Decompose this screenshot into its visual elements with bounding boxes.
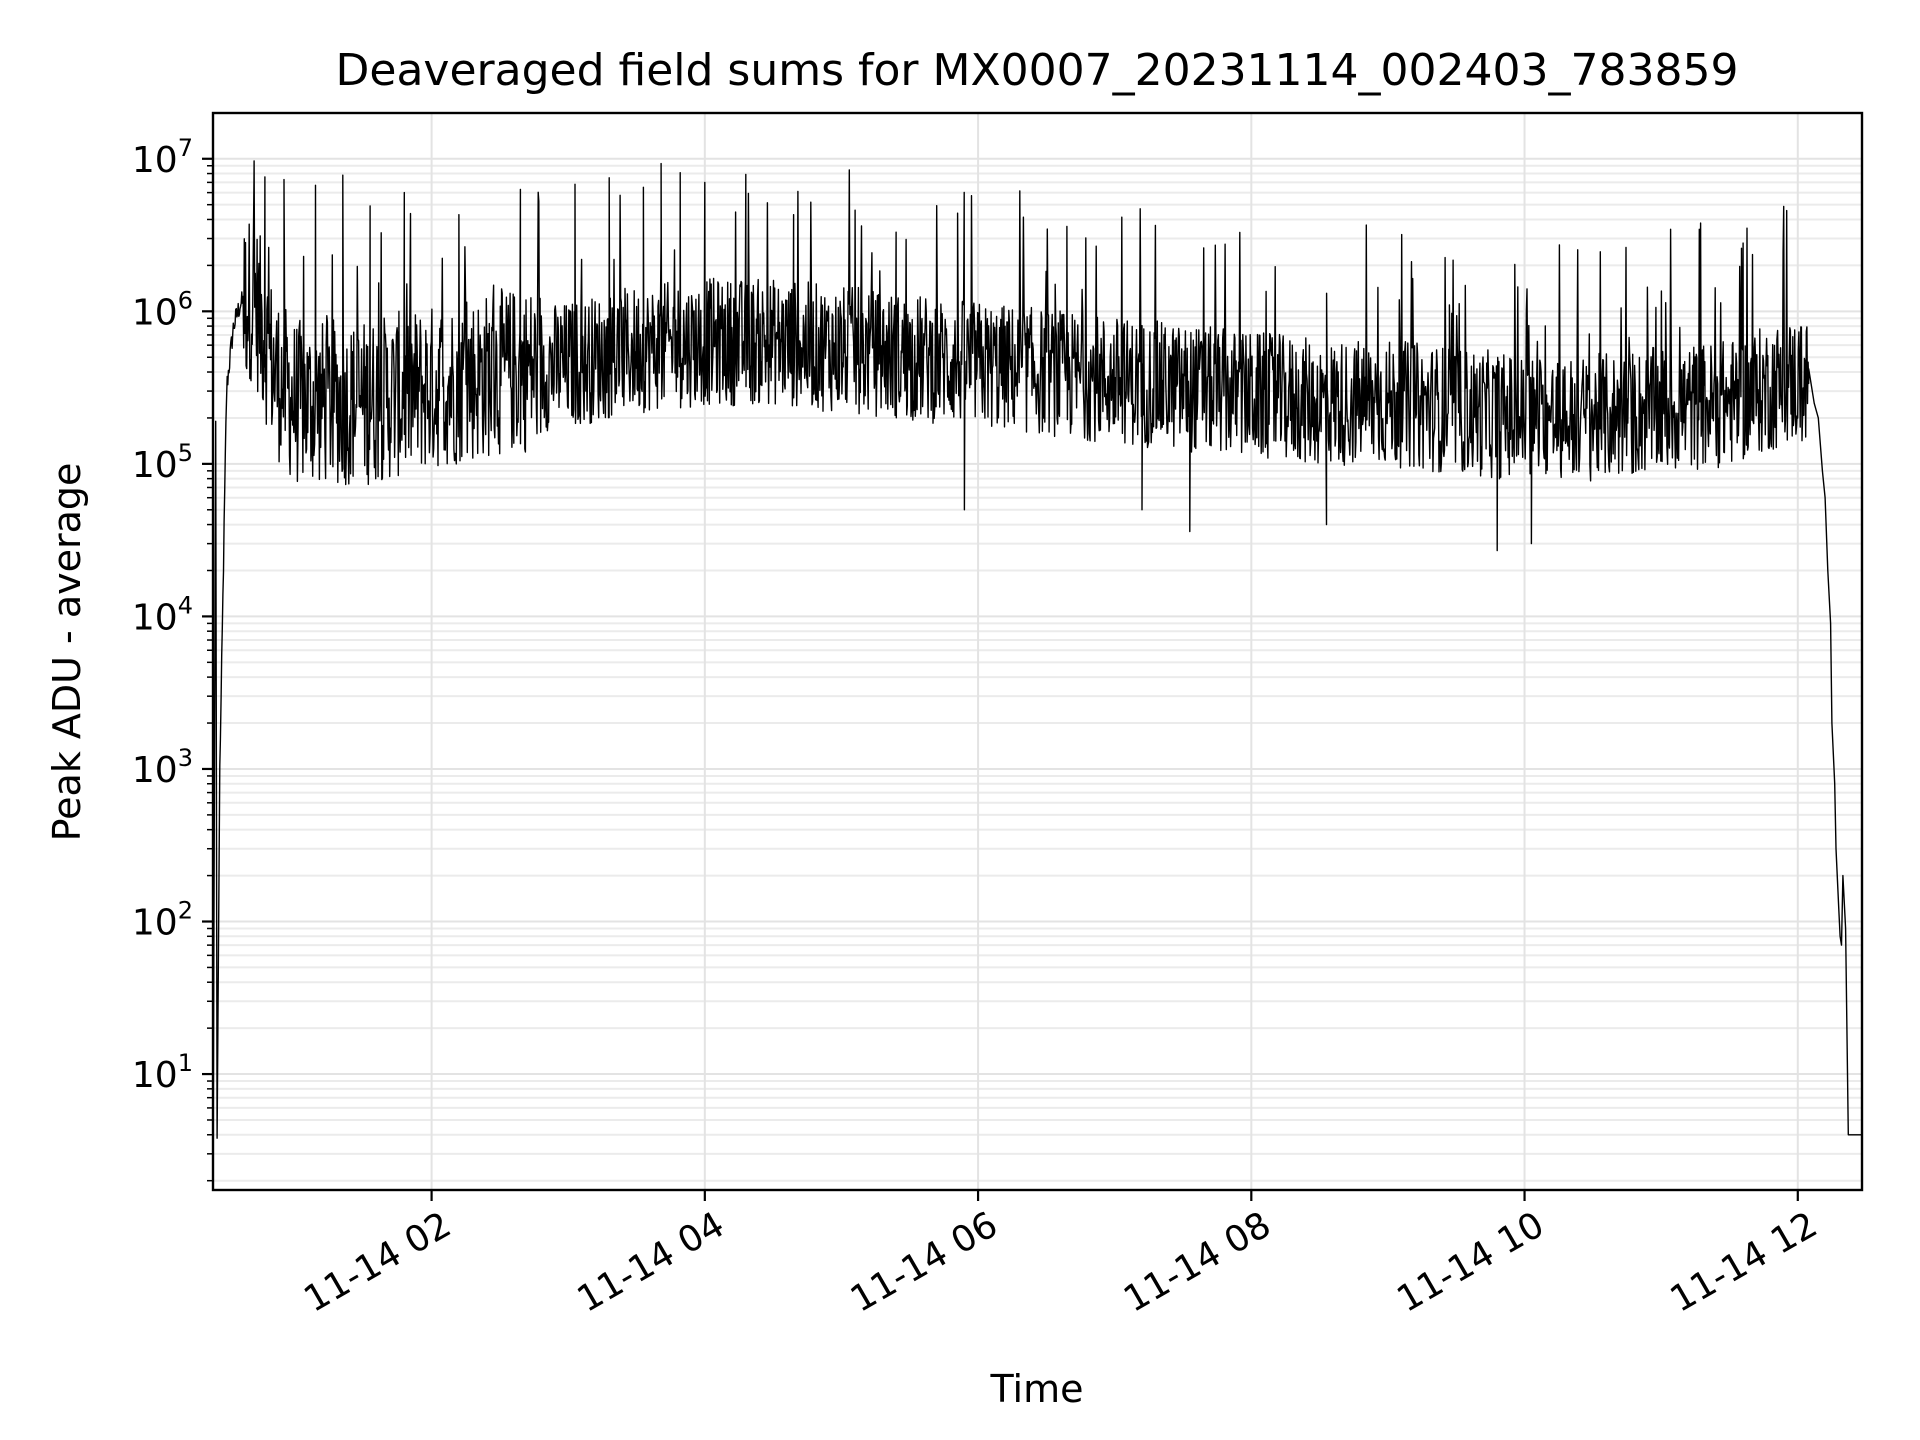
x-tick-label: 11-14 08 — [1117, 1204, 1278, 1320]
grid-layer — [213, 113, 1862, 1190]
y-tick-label: 102 — [132, 897, 193, 944]
y-tick-label: 103 — [132, 744, 193, 791]
x-axis-label: Time — [990, 1367, 1084, 1411]
chart-title: Deaveraged field sums for MX0007_2023111… — [336, 45, 1739, 96]
x-tick-label: 11-14 12 — [1664, 1204, 1825, 1320]
series-line — [212, 160, 1862, 1191]
x-tick-label: 11-14 10 — [1390, 1204, 1551, 1320]
y-tick-label: 106 — [132, 286, 193, 333]
y-tick-label: 101 — [132, 1049, 193, 1096]
x-tick-label: 11-14 02 — [297, 1204, 458, 1320]
x-tick-label: 11-14 06 — [844, 1204, 1005, 1320]
y-tick-label: 107 — [132, 134, 193, 181]
y-tick-label: 105 — [132, 439, 193, 486]
x-tick-label: 11-14 04 — [571, 1204, 732, 1320]
y-tick-label: 104 — [132, 591, 193, 638]
plot-frame — [211, 111, 1864, 1192]
y-axis-label: Peak ADU - average — [45, 463, 89, 842]
